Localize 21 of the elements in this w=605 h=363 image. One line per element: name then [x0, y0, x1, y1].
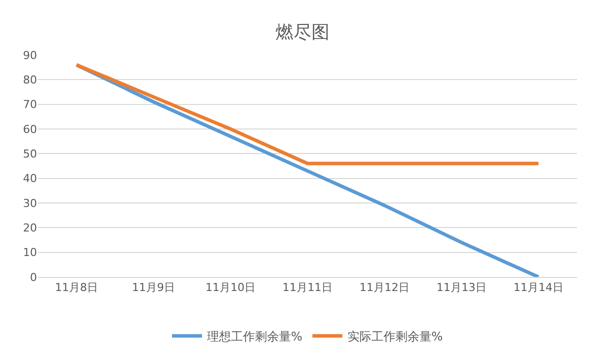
x-tick-label: 11月10日	[206, 281, 256, 294]
y-tick-label: 10	[23, 246, 37, 260]
y-tick-label: 50	[23, 148, 37, 161]
y-tick-label: 0	[30, 270, 37, 284]
y-tick-label: 40	[23, 172, 37, 186]
legend-label: 理想工作剩余量%	[207, 330, 302, 344]
chart-title: 燃尽图	[276, 22, 330, 44]
line-series	[74, 63, 540, 166]
x-tick-label: 11月12日	[360, 281, 410, 294]
x-tick-label: 11月9日	[132, 281, 175, 294]
x-tick-label: 11月8日	[55, 281, 98, 294]
y-tick-label: 20	[23, 222, 37, 235]
x-tick-label: 11月14日	[514, 281, 564, 294]
y-tick-label: 60	[23, 122, 37, 136]
y-tick-label: 70	[23, 98, 37, 112]
y-tick-label: 90	[23, 48, 37, 62]
x-tick-label: 11月11日	[282, 281, 332, 294]
y-tick-label: 80	[23, 74, 37, 87]
x-tick-label: 11月13日	[436, 281, 486, 294]
y-tick-label: 30	[23, 196, 37, 210]
legend-label: 实际工作剩余量%	[347, 330, 443, 344]
